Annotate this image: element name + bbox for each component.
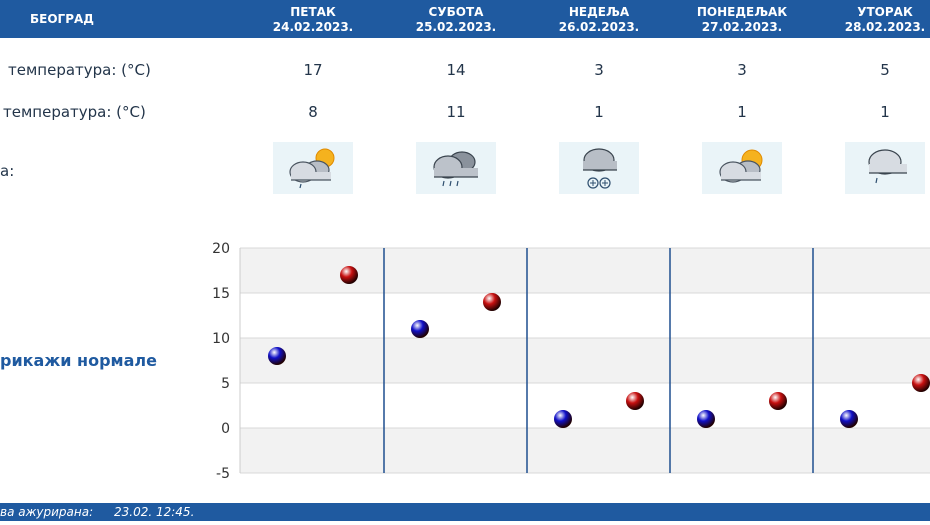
max-temp-value: 17 bbox=[303, 61, 323, 79]
min-temp-value: 1 bbox=[880, 103, 890, 121]
min-temp-value: 1 bbox=[737, 103, 747, 121]
chart-band bbox=[240, 338, 930, 383]
min-temp-point bbox=[268, 347, 286, 365]
min-temp-point bbox=[840, 410, 858, 428]
updated-label: ва ажурирана: bbox=[0, 505, 94, 519]
y-tick-label: 0 bbox=[221, 421, 230, 437]
footer-bar: ва ажурирана: 23.02. 12:45. bbox=[0, 503, 930, 521]
y-tick-label: 15 bbox=[212, 286, 230, 302]
max-temp-point bbox=[626, 392, 644, 410]
cloud-rain-icon bbox=[416, 142, 496, 194]
day-date: 25.02.2023. bbox=[415, 20, 497, 34]
y-tick-label: 10 bbox=[212, 331, 230, 347]
max-temp-value: 14 bbox=[446, 61, 466, 79]
cloud-sun-rain-icon bbox=[273, 142, 353, 194]
min-temp-label: температура: (°C) bbox=[3, 103, 146, 121]
temperature-chart: 20 15 10 5 0 -5 bbox=[212, 241, 930, 478]
day-header-3: НЕДЕЉА 26.02.2023. bbox=[529, 5, 669, 35]
day-date: 26.02.2023. bbox=[558, 20, 640, 34]
max-temp-value: 3 bbox=[737, 61, 747, 79]
max-temp-label: температура: (°C) bbox=[8, 61, 151, 79]
day-header-1: ПЕТАК 24.02.2023. bbox=[243, 5, 383, 35]
day-date: 27.02.2023. bbox=[701, 20, 783, 34]
max-temp-point bbox=[769, 392, 787, 410]
cloud-snow-icon bbox=[559, 142, 639, 194]
updated-time: 23.02. 12:45. bbox=[114, 505, 195, 519]
max-temp-point bbox=[340, 266, 358, 284]
day-name: УТОРАК bbox=[857, 5, 913, 19]
day-date: 24.02.2023. bbox=[272, 20, 354, 34]
y-tick-label: 5 bbox=[221, 376, 230, 392]
chart-band bbox=[240, 428, 930, 473]
weather-label: а: bbox=[0, 162, 15, 180]
day-name: ПЕТАК bbox=[290, 5, 336, 19]
day-date: 28.02.2023. bbox=[844, 20, 926, 34]
min-temp-value: 11 bbox=[446, 103, 466, 121]
day-name: ПОНЕДЕЉАК bbox=[696, 5, 788, 19]
min-temp-point bbox=[697, 410, 715, 428]
y-tick-label: -5 bbox=[216, 466, 230, 478]
cloud-sun-icon bbox=[702, 142, 782, 194]
min-temp-point bbox=[411, 320, 429, 338]
min-temp-value: 8 bbox=[308, 103, 318, 121]
max-temp-point bbox=[912, 374, 930, 392]
show-normals-link[interactable]: рикажи нормале bbox=[0, 351, 157, 370]
forecast-header: БЕОГРАД ПЕТАК 24.02.2023. СУБОТА 25.02.2… bbox=[0, 0, 930, 38]
day-name: СУБОТА bbox=[428, 5, 484, 19]
day-header-2: СУБОТА 25.02.2023. bbox=[386, 5, 526, 35]
day-header-4: ПОНЕДЕЉАК 27.02.2023. bbox=[672, 5, 812, 35]
max-temp-value: 5 bbox=[880, 61, 890, 79]
min-temp-point bbox=[554, 410, 572, 428]
day-name: НЕДЕЉА bbox=[568, 5, 630, 19]
y-tick-label: 20 bbox=[212, 241, 230, 257]
cloud-light-rain-icon bbox=[845, 142, 925, 194]
city-name: БЕОГРАД bbox=[30, 12, 94, 26]
max-temp-point bbox=[483, 293, 501, 311]
day-header-5: УТОРАК 28.02.2023. bbox=[815, 5, 930, 35]
max-temp-value: 3 bbox=[594, 61, 604, 79]
min-temp-value: 1 bbox=[594, 103, 604, 121]
